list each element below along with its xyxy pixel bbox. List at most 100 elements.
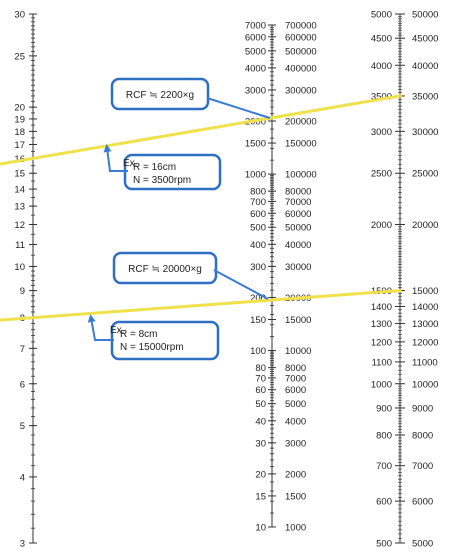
rcf-tick-label-high: 7000 bbox=[285, 373, 306, 384]
rpm-tick-label-low: 500 bbox=[376, 539, 392, 550]
rcf-tick-label-low: 500 bbox=[250, 223, 266, 234]
rpm-tick-label-low: 1400 bbox=[371, 302, 392, 313]
radius-tick-label: 4 bbox=[20, 472, 25, 483]
rcf-tick-label-high: 70000 bbox=[285, 197, 311, 208]
rcf-tick-label-high: 10000 bbox=[285, 346, 311, 357]
example-radius-text: R = 8cm bbox=[120, 329, 158, 340]
rcf-tick-label-low: 10 bbox=[255, 523, 266, 534]
scales: 3025201918171615141312111098765437000700… bbox=[14, 10, 438, 550]
example-speed-text: N = 3500rpm bbox=[133, 175, 191, 186]
rpm-tick-label-low: 4000 bbox=[371, 61, 392, 72]
rcf-tick-label-low: 30 bbox=[255, 438, 266, 449]
rpm-tick-label-high: 30000 bbox=[412, 127, 438, 138]
radius-tick-label: 3 bbox=[20, 539, 25, 550]
radius-tick-label: 17 bbox=[14, 140, 25, 151]
example-line-2 bbox=[0, 289, 402, 322]
rcf-tick-label-low: 800 bbox=[250, 187, 266, 198]
rcf-tick-label-high: 5000 bbox=[285, 399, 306, 410]
rpm-tick-label-high: 13000 bbox=[412, 319, 438, 330]
radius-tick-label: 15 bbox=[14, 169, 25, 180]
rcf-tick-label-high: 600000 bbox=[285, 32, 317, 43]
rpm-scale: 5000 50000 4500 45000 4000 40000 3500 35000 3000… bbox=[371, 10, 439, 550]
rcf-tick-label-high: 700000 bbox=[285, 21, 317, 32]
rpm-tick-label-low: 1000 bbox=[371, 379, 392, 390]
rcf-tick-label-high: 3000 bbox=[285, 438, 306, 449]
rcf-tick-label-high: 200000 bbox=[285, 116, 317, 127]
rpm-tick-label-low: 5000 bbox=[371, 10, 392, 21]
rcf-tick-label-high: 400000 bbox=[285, 63, 317, 74]
rpm-tick-label-low: 800 bbox=[376, 431, 392, 442]
rcf-tick-label-high: 1500 bbox=[285, 491, 306, 502]
example-tag: Ex. bbox=[123, 158, 137, 169]
rcf-tick-label-high: 6000 bbox=[285, 385, 306, 396]
rpm-tick-label-high: 9000 bbox=[412, 403, 433, 414]
rcf-tick-label-high: 1000 bbox=[285, 523, 306, 534]
result-pointer bbox=[206, 97, 271, 119]
rpm-tick-label-low: 1300 bbox=[371, 319, 392, 330]
radius-tick-label: 12 bbox=[14, 220, 25, 231]
rpm-tick-label-low: 600 bbox=[376, 497, 392, 508]
radius-tick-label: 5 bbox=[20, 421, 25, 432]
rpm-tick-label-low: 2500 bbox=[371, 169, 392, 180]
rcf-tick-label-high: 2000 bbox=[285, 469, 306, 480]
rpm-tick-label-high: 50000 bbox=[412, 10, 438, 21]
rpm-tick-label-low: 900 bbox=[376, 403, 392, 414]
rpm-tick-label-high: 20000 bbox=[412, 220, 438, 231]
rcf-tick-label-low: 70 bbox=[255, 373, 266, 384]
result-pointer bbox=[213, 269, 269, 300]
rcf-tick-label-low: 1500 bbox=[245, 139, 266, 150]
result-box bbox=[112, 251, 218, 285]
rcf-tick-label-low: 50 bbox=[255, 399, 266, 410]
rpm-tick-label-high: 5000 bbox=[412, 539, 433, 550]
rpm-tick-label-high: 40000 bbox=[412, 61, 438, 72]
rcf-tick-label-low: 200 bbox=[250, 293, 266, 304]
rcf-tick-label-high: 500000 bbox=[285, 46, 317, 57]
rcf-tick-label-low: 300 bbox=[250, 262, 266, 273]
rcf-tick-label-low: 5000 bbox=[245, 46, 266, 57]
example-callout-2: RCF ≒ 20000×g Ex.R = 8cm N = 15000rpm bbox=[87, 251, 269, 361]
rcf-tick-label-low: 1000 bbox=[245, 170, 266, 181]
rcf-tick-label-low: 7000 bbox=[245, 21, 266, 32]
rcf-tick-label-high: 60000 bbox=[285, 209, 311, 220]
rpm-tick-label-high: 35000 bbox=[412, 91, 438, 102]
rpm-tick-label-low: 700 bbox=[376, 461, 392, 472]
radius-tick-label: 7 bbox=[20, 344, 25, 355]
rcf-tick-label-high: 50000 bbox=[285, 223, 311, 234]
rpm-tick-label-high: 6000 bbox=[412, 497, 433, 508]
example-arrow bbox=[103, 144, 128, 172]
rpm-tick-label-high: 10000 bbox=[412, 379, 438, 390]
radius-tick-label: 20 bbox=[14, 103, 25, 114]
rpm-tick-label-low: 2000 bbox=[371, 220, 392, 231]
rpm-tick-label-low: 1100 bbox=[372, 357, 392, 368]
rcf-tick-label-high: 8000 bbox=[285, 363, 306, 374]
example-tag: Ex. bbox=[110, 325, 124, 336]
rpm-tick-label-low: 1200 bbox=[371, 337, 392, 348]
rcf-tick-label-high: 4000 bbox=[285, 416, 306, 427]
example-line-1 bbox=[0, 94, 402, 166]
rcf-tick-label-low: 20 bbox=[255, 469, 266, 480]
radius-scale: 302520191817161514131211109876543 bbox=[14, 10, 37, 550]
rcf-tick-label-low: 600 bbox=[250, 209, 266, 220]
rcf-tick-label-low: 80 bbox=[255, 363, 266, 374]
rcf-tick-label-high: 150000 bbox=[285, 139, 317, 150]
rpm-tick-label-high: 15000 bbox=[412, 286, 438, 297]
rcf-scale: 7000 700000 6000 600000 5000 500000 4000 400000… bbox=[245, 21, 317, 534]
rcf-tick-label-high: 80000 bbox=[285, 187, 311, 198]
rcf-tick-label-low: 100 bbox=[250, 346, 266, 357]
radius-tick-label: 25 bbox=[14, 51, 25, 62]
rpm-tick-label-low: 3500 bbox=[371, 91, 392, 102]
radius-tick-label: 13 bbox=[14, 202, 25, 213]
rcf-tick-label-low: 150 bbox=[250, 315, 266, 326]
rpm-tick-label-high: 12000 bbox=[412, 337, 438, 348]
rpm-tick-label-low: 4500 bbox=[371, 34, 392, 45]
example-speed-text: N = 15000rpm bbox=[120, 342, 184, 353]
rpm-tick-label-high: 7000 bbox=[412, 461, 433, 472]
rcf-tick-label-low: 3000 bbox=[245, 85, 266, 96]
radius-tick-label: 6 bbox=[20, 379, 25, 390]
radius-tick-label: 19 bbox=[14, 114, 25, 125]
rcf-tick-label-low: 15 bbox=[255, 491, 266, 502]
rcf-tick-label-low: 60 bbox=[255, 385, 266, 396]
rpm-tick-label-high: 45000 bbox=[412, 34, 438, 45]
